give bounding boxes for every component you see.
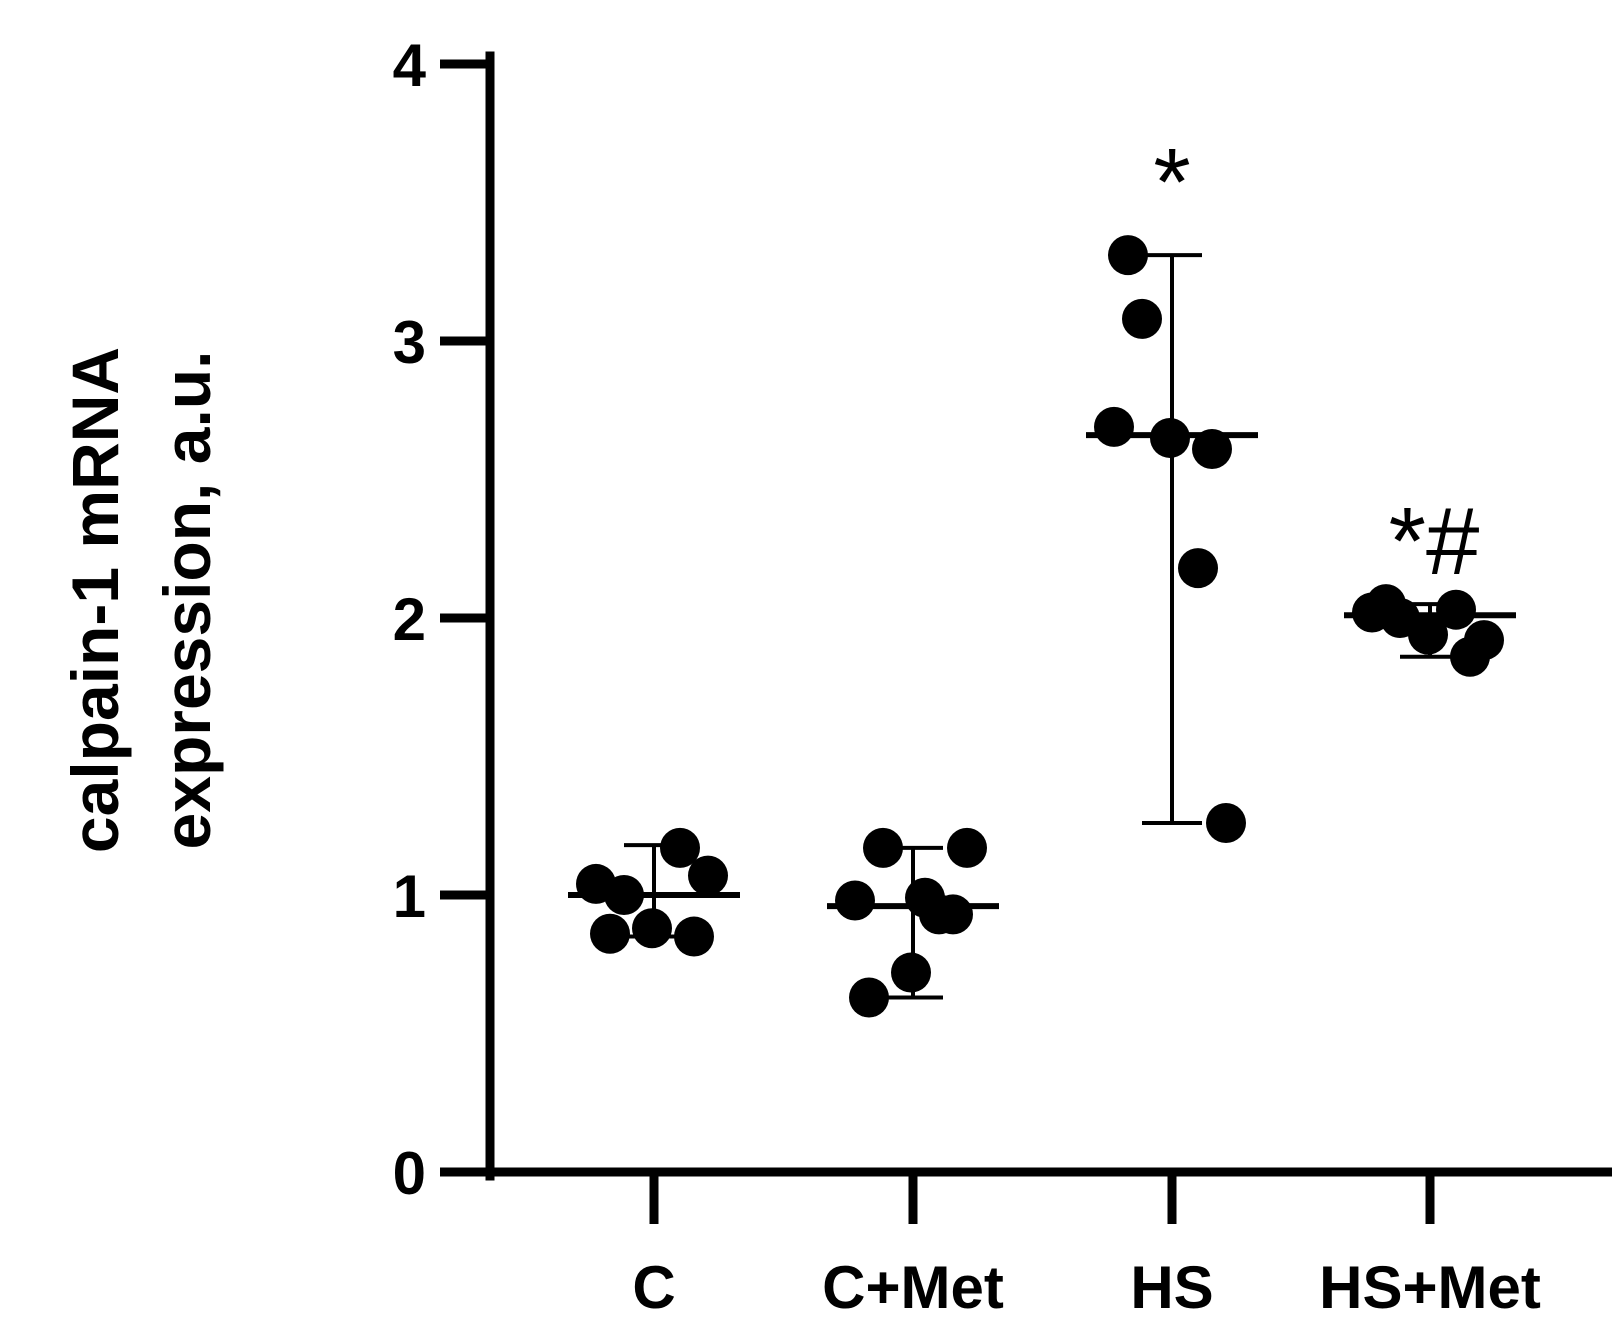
significance-annotation: *# (1389, 488, 1480, 595)
data-point (1150, 417, 1190, 458)
data-point (1366, 584, 1406, 625)
y-axis-label-line-1: calpain-1 mRNA (58, 347, 132, 853)
data-point (1436, 589, 1476, 630)
data-point (849, 977, 889, 1018)
y-tick-label: 1 (393, 863, 426, 930)
data-point (891, 952, 931, 993)
y-tick-label: 0 (393, 1140, 426, 1207)
x-tick-label: C+Met (822, 1254, 1004, 1321)
data-point (905, 877, 945, 918)
data-point (590, 913, 630, 954)
data-groups: * *# (568, 129, 1516, 1018)
group-hs: * (1086, 129, 1258, 843)
data-point (835, 880, 875, 921)
data-point (1122, 298, 1162, 339)
data-point (1408, 614, 1448, 655)
data-point (1192, 429, 1232, 470)
x-tick-label: HS+Met (1319, 1254, 1541, 1321)
y-tick-label: 4 (393, 32, 427, 99)
data-point (1178, 548, 1218, 589)
data-point (660, 827, 700, 868)
x-tick-label: HS (1130, 1254, 1213, 1321)
data-point (1094, 406, 1134, 447)
y-tick-label: 3 (393, 309, 426, 376)
data-point (674, 916, 714, 957)
data-point (863, 827, 903, 868)
group-c-plus-met (827, 827, 999, 1018)
data-point (688, 855, 728, 896)
y-axis-label: calpain-1 mRNA expression, a.u. (58, 347, 224, 853)
axes: 0 1 2 3 4 C C+Met HS HS+Met (393, 32, 1612, 1321)
x-tick-label: C (632, 1254, 675, 1321)
significance-annotation: * (1153, 129, 1190, 236)
data-point (1450, 636, 1490, 677)
data-point (632, 908, 672, 949)
y-tick-label: 2 (393, 586, 426, 653)
data-point (1108, 235, 1148, 276)
data-point (947, 827, 987, 868)
group-hs-plus-met: *# (1344, 488, 1516, 677)
y-axis-label-line-2: expression, a.u. (150, 351, 224, 850)
group-c (568, 827, 740, 957)
data-point (1206, 802, 1246, 843)
data-point (604, 875, 644, 915)
